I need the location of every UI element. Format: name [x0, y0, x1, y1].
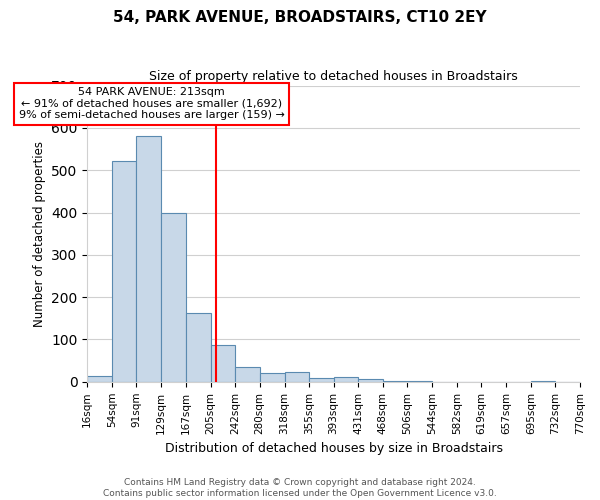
Bar: [211, 345, 235, 382]
Bar: [358, 380, 383, 382]
Bar: [161, 212, 186, 382]
Bar: [383, 380, 407, 382]
Bar: [112, 161, 136, 382]
Bar: [334, 376, 358, 382]
Bar: [284, 372, 309, 382]
Bar: [186, 313, 211, 382]
Title: Size of property relative to detached houses in Broadstairs: Size of property relative to detached ho…: [149, 70, 518, 83]
Bar: [531, 381, 555, 382]
Text: 54, PARK AVENUE, BROADSTAIRS, CT10 2EY: 54, PARK AVENUE, BROADSTAIRS, CT10 2EY: [113, 10, 487, 25]
Text: Contains HM Land Registry data © Crown copyright and database right 2024.
Contai: Contains HM Land Registry data © Crown c…: [103, 478, 497, 498]
Bar: [309, 378, 334, 382]
Y-axis label: Number of detached properties: Number of detached properties: [32, 140, 46, 326]
Text: 54 PARK AVENUE: 213sqm
← 91% of detached houses are smaller (1,692)
9% of semi-d: 54 PARK AVENUE: 213sqm ← 91% of detached…: [19, 87, 284, 120]
Bar: [136, 136, 161, 382]
Bar: [235, 367, 260, 382]
Bar: [87, 376, 112, 382]
X-axis label: Distribution of detached houses by size in Broadstairs: Distribution of detached houses by size …: [164, 442, 503, 455]
Bar: [260, 372, 284, 382]
